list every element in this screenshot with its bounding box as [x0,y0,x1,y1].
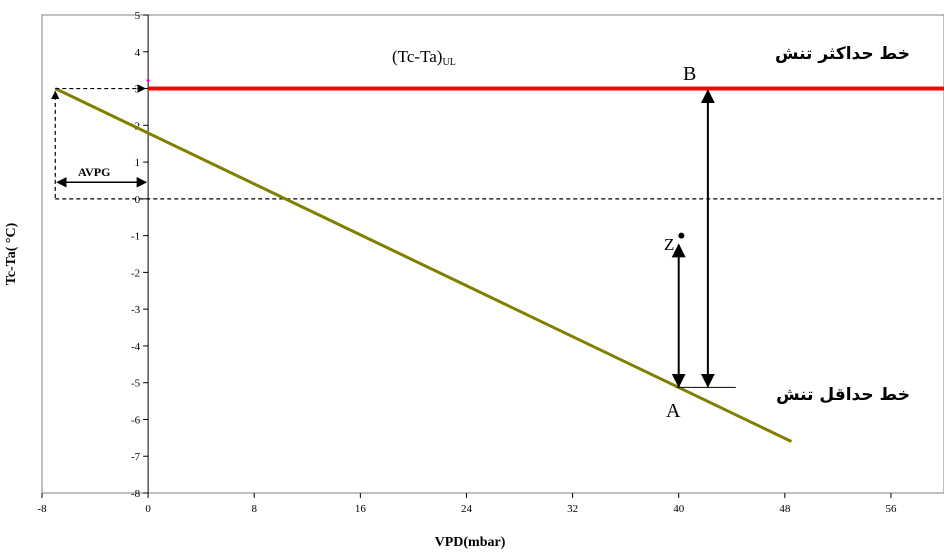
x-tick-label: 48 [779,503,791,515]
point-z-marker [678,232,685,239]
x-tick-label: 0 [145,503,151,515]
y-tick-label: 5 [135,10,141,22]
y-axis-title: Tc-Ta( °C) [4,222,19,285]
x-tick-label: 16 [355,503,367,515]
y-tick-label: -2 [131,267,140,279]
y-tick-label: 3 [135,84,141,96]
plot-area [41,14,944,494]
y-tick-label: 1 [135,157,141,169]
min-stress-line [54,87,793,443]
x-tick-label: 8 [251,503,257,515]
x-tick-label: 40 [673,503,685,515]
avpg-label: AVPG [78,165,110,179]
min-stress-line-label: خط حداقل تنش [776,385,910,405]
y-tick-label: 0 [135,194,141,206]
upper-line-label: (Tc-Ta)UL [392,47,456,68]
x-tick-label: 24 [461,503,473,515]
y-tick-label: -1 [131,231,140,243]
x-tick-label: 56 [885,503,897,515]
y-tick-label: -5 [131,378,141,390]
max-stress-line-label: خط حداکثر تنش [775,44,910,64]
point-b-label: B [683,63,696,85]
y-tick-label: -7 [131,451,141,463]
x-axis-title: VPD(mbar) [435,535,506,550]
y-tick-label: 4 [135,47,141,59]
x-tick-label: 32 [567,503,578,515]
y-tick-label: -3 [131,304,141,316]
y-tick-label: -6 [131,414,141,426]
point-a-label: A [666,400,681,422]
y-tick-label: -4 [131,341,141,353]
y-tick-label: -8 [131,488,141,500]
axis-marker-point [146,78,150,83]
point-z-label: Z [664,235,674,254]
x-tick-label: -8 [37,503,47,515]
